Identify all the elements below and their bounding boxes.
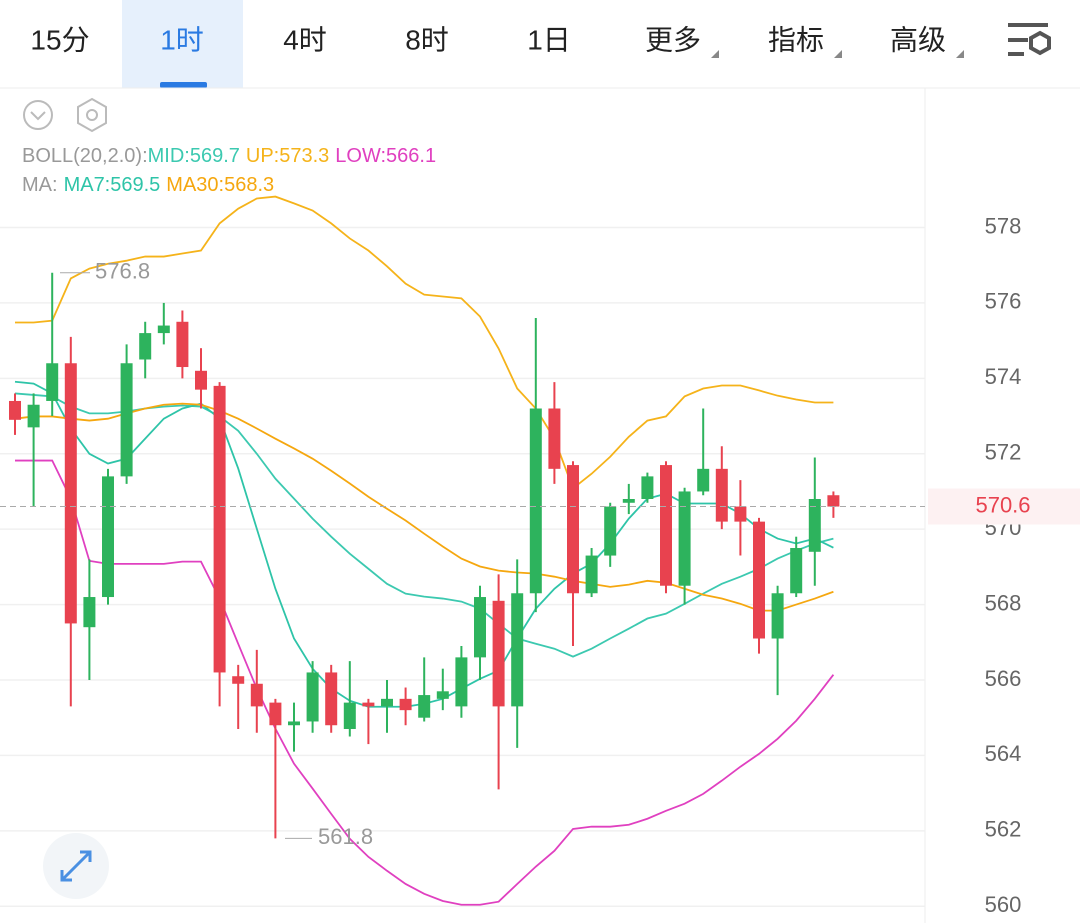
candle-body bbox=[622, 499, 635, 503]
candle-body bbox=[771, 593, 784, 639]
candle-body bbox=[753, 521, 765, 639]
tab[interactable]: 1时 bbox=[160, 24, 204, 55]
candle-body bbox=[567, 465, 579, 594]
candle-body bbox=[362, 702, 375, 707]
candle-body bbox=[83, 597, 96, 628]
candle-body bbox=[306, 672, 319, 722]
candle-body bbox=[641, 476, 654, 499]
candle-body bbox=[585, 555, 598, 594]
candle-body bbox=[288, 721, 300, 726]
candle-body bbox=[325, 672, 338, 726]
candle-body bbox=[418, 695, 431, 718]
candle-body bbox=[678, 491, 691, 586]
indicator-line bbox=[15, 459, 835, 906]
candle-body bbox=[27, 404, 40, 428]
candle-body bbox=[548, 408, 561, 469]
candle-body bbox=[697, 468, 710, 492]
candle-body bbox=[250, 683, 263, 707]
y-tick-label: 566 bbox=[985, 666, 1022, 691]
candle-body bbox=[455, 657, 468, 707]
legend-entry: UP:573.3 bbox=[246, 145, 329, 167]
candle-body bbox=[529, 408, 542, 594]
y-tick-label: 562 bbox=[985, 817, 1022, 842]
candle-body bbox=[102, 476, 114, 598]
candle-body bbox=[157, 325, 170, 334]
candle-body bbox=[195, 370, 207, 390]
candle-body bbox=[120, 363, 133, 477]
y-tick-label: 564 bbox=[985, 741, 1022, 766]
legend-group: BOLL(20,2.0): bbox=[22, 145, 148, 167]
tab[interactable]: 高级 bbox=[890, 24, 946, 55]
dropdown-caret bbox=[834, 50, 842, 58]
tab[interactable]: 更多 bbox=[645, 24, 701, 55]
plot bbox=[0, 195, 925, 907]
candle-body bbox=[381, 698, 393, 707]
indicator-settings-icon[interactable] bbox=[77, 97, 107, 133]
y-tick-label: 576 bbox=[985, 289, 1022, 314]
candle-body bbox=[46, 363, 59, 401]
candle-body bbox=[9, 400, 21, 420]
candle-body bbox=[715, 468, 728, 522]
high-label: 576.8 bbox=[95, 259, 150, 284]
expand-button[interactable] bbox=[43, 833, 109, 899]
candle-body bbox=[604, 506, 617, 556]
legend-ma: MA: MA7:569.5 MA30:568.3 bbox=[22, 174, 274, 196]
tab[interactable]: 4时 bbox=[283, 24, 327, 55]
candle-body bbox=[436, 691, 449, 699]
y-tick-label: 574 bbox=[985, 364, 1022, 389]
y-tick-label: 560 bbox=[985, 892, 1022, 917]
indicator-line bbox=[14, 392, 834, 658]
tab[interactable]: 15分 bbox=[30, 24, 89, 55]
last-price-label: 570.6 bbox=[975, 492, 1030, 517]
y-tick-label: 572 bbox=[985, 440, 1022, 465]
candle-body bbox=[176, 321, 189, 368]
candle-body bbox=[808, 499, 821, 552]
last-price-bg bbox=[928, 488, 1080, 525]
y-tick-label: 568 bbox=[985, 590, 1022, 615]
tab[interactable]: 指标 bbox=[768, 24, 824, 55]
collapse-icon[interactable] bbox=[23, 100, 53, 130]
active-tab-bg bbox=[122, 0, 243, 88]
candle-body bbox=[399, 698, 412, 711]
tab[interactable]: 1日 bbox=[527, 24, 571, 55]
legend-boll: BOLL(20,2.0):MID:569.7 UP:573.3 LOW:566.1 bbox=[22, 145, 436, 167]
candle-body bbox=[64, 363, 77, 624]
dropdown-caret bbox=[956, 50, 964, 58]
candle-body bbox=[139, 333, 152, 360]
active-tab-indicator bbox=[160, 82, 207, 88]
tab[interactable]: 8时 bbox=[405, 24, 449, 55]
y-tick-label: 578 bbox=[985, 213, 1022, 238]
candle-body bbox=[492, 600, 505, 707]
low-label: 561.8 bbox=[318, 824, 373, 849]
candle-body bbox=[269, 702, 282, 726]
candle-body bbox=[660, 465, 672, 586]
legend-group: MA: bbox=[22, 174, 58, 196]
candle-body bbox=[474, 597, 486, 658]
candle-body bbox=[790, 548, 803, 594]
settings-icon[interactable] bbox=[1008, 23, 1051, 56]
candle-body bbox=[232, 676, 245, 684]
candle-body bbox=[213, 385, 226, 673]
candle-body bbox=[827, 495, 840, 507]
indicator-line bbox=[14, 402, 834, 612]
legend-entry: LOW:566.1 bbox=[335, 145, 436, 167]
indicator-line bbox=[15, 195, 834, 490]
candle-body bbox=[734, 506, 747, 522]
legend-entry: MID:569.7 bbox=[148, 145, 240, 167]
legend-entry: MA7:569.5 bbox=[64, 174, 161, 196]
candle-body bbox=[511, 593, 524, 707]
candle-body bbox=[343, 702, 356, 730]
legend-entry: MA30:568.3 bbox=[166, 174, 274, 196]
dropdown-caret bbox=[711, 50, 719, 58]
